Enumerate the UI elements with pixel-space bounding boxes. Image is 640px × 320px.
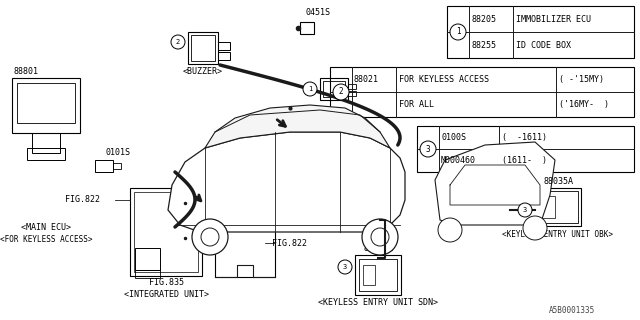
Text: 88205: 88205 — [471, 14, 496, 23]
Bar — [300, 22, 314, 34]
Bar — [218, 52, 230, 60]
Circle shape — [371, 228, 389, 246]
Text: 88035A: 88035A — [363, 244, 393, 253]
Text: 3: 3 — [343, 264, 347, 270]
Bar — [417, 126, 634, 172]
Bar — [134, 192, 198, 272]
Text: FIG.822: FIG.822 — [272, 238, 307, 247]
Circle shape — [518, 203, 532, 217]
Bar — [191, 35, 215, 61]
Text: 88255: 88255 — [471, 41, 496, 50]
Polygon shape — [205, 105, 390, 148]
Text: FOR ALL: FOR ALL — [399, 100, 434, 109]
Text: FIG.835: FIG.835 — [148, 278, 184, 287]
Text: 0451S: 0451S — [305, 8, 330, 17]
Bar — [188, 32, 218, 64]
Bar — [355, 255, 401, 295]
Bar — [320, 78, 348, 100]
Bar — [330, 67, 634, 117]
Text: IMMOBILIZER ECU: IMMOBILIZER ECU — [516, 14, 591, 23]
Bar — [135, 248, 160, 270]
Bar — [27, 148, 65, 160]
Circle shape — [171, 35, 185, 49]
Circle shape — [338, 260, 352, 274]
Bar — [218, 42, 230, 50]
Bar — [135, 270, 160, 278]
Circle shape — [362, 219, 398, 255]
Bar — [359, 259, 397, 291]
Bar — [12, 78, 80, 133]
Text: <FOR KEYLESS ACCESS>: <FOR KEYLESS ACCESS> — [0, 235, 92, 244]
Text: 2: 2 — [176, 39, 180, 45]
Text: (  -1611): ( -1611) — [502, 133, 547, 142]
Bar — [95, 160, 113, 172]
Bar — [538, 191, 578, 223]
Polygon shape — [435, 142, 555, 225]
Text: 2: 2 — [339, 87, 343, 97]
Text: FIG.822: FIG.822 — [65, 196, 100, 204]
Text: 1: 1 — [456, 28, 460, 36]
Bar — [535, 188, 581, 226]
Text: <KEYLESS ENTRY UNIT SDN>: <KEYLESS ENTRY UNIT SDN> — [318, 298, 438, 307]
Text: 1: 1 — [308, 86, 312, 92]
Text: ('16MY-  ): ('16MY- ) — [559, 100, 609, 109]
Text: 0100S: 0100S — [441, 133, 466, 142]
Text: 88035A: 88035A — [543, 177, 573, 186]
Text: ID CODE BOX: ID CODE BOX — [516, 41, 571, 50]
Bar — [348, 91, 356, 96]
Bar — [215, 195, 275, 277]
Bar — [323, 81, 345, 97]
Polygon shape — [168, 132, 405, 232]
Text: 3: 3 — [523, 207, 527, 213]
Text: FOR KEYLESS ACCESS: FOR KEYLESS ACCESS — [399, 75, 489, 84]
Bar — [541, 196, 555, 218]
Bar — [32, 133, 60, 153]
Text: <MAIN ECU>: <MAIN ECU> — [21, 223, 71, 232]
Circle shape — [438, 218, 462, 242]
Circle shape — [333, 84, 349, 100]
Text: 3: 3 — [426, 145, 430, 154]
Circle shape — [420, 141, 436, 157]
Bar — [363, 265, 375, 285]
Bar — [348, 84, 356, 89]
Bar — [447, 6, 634, 58]
Text: 88801: 88801 — [14, 67, 39, 76]
Circle shape — [201, 228, 219, 246]
Text: <KEYLESS ENTRY UNIT OBK>: <KEYLESS ENTRY UNIT OBK> — [502, 230, 614, 239]
Text: 88021: 88021 — [354, 75, 379, 84]
Bar — [130, 188, 202, 276]
Text: 0101S: 0101S — [105, 148, 130, 157]
Circle shape — [450, 24, 466, 40]
Text: M000460: M000460 — [441, 156, 476, 165]
Text: <INTEGRATED UNIT>: <INTEGRATED UNIT> — [124, 290, 209, 299]
Text: ( -'15MY): ( -'15MY) — [559, 75, 604, 84]
Text: <BUZZER>: <BUZZER> — [183, 67, 223, 76]
Circle shape — [192, 219, 228, 255]
Text: A5B0001335: A5B0001335 — [548, 306, 595, 315]
Text: (1611-  ): (1611- ) — [502, 156, 547, 165]
Circle shape — [303, 82, 317, 96]
Circle shape — [523, 216, 547, 240]
Bar — [17, 83, 75, 123]
Bar — [113, 163, 121, 169]
